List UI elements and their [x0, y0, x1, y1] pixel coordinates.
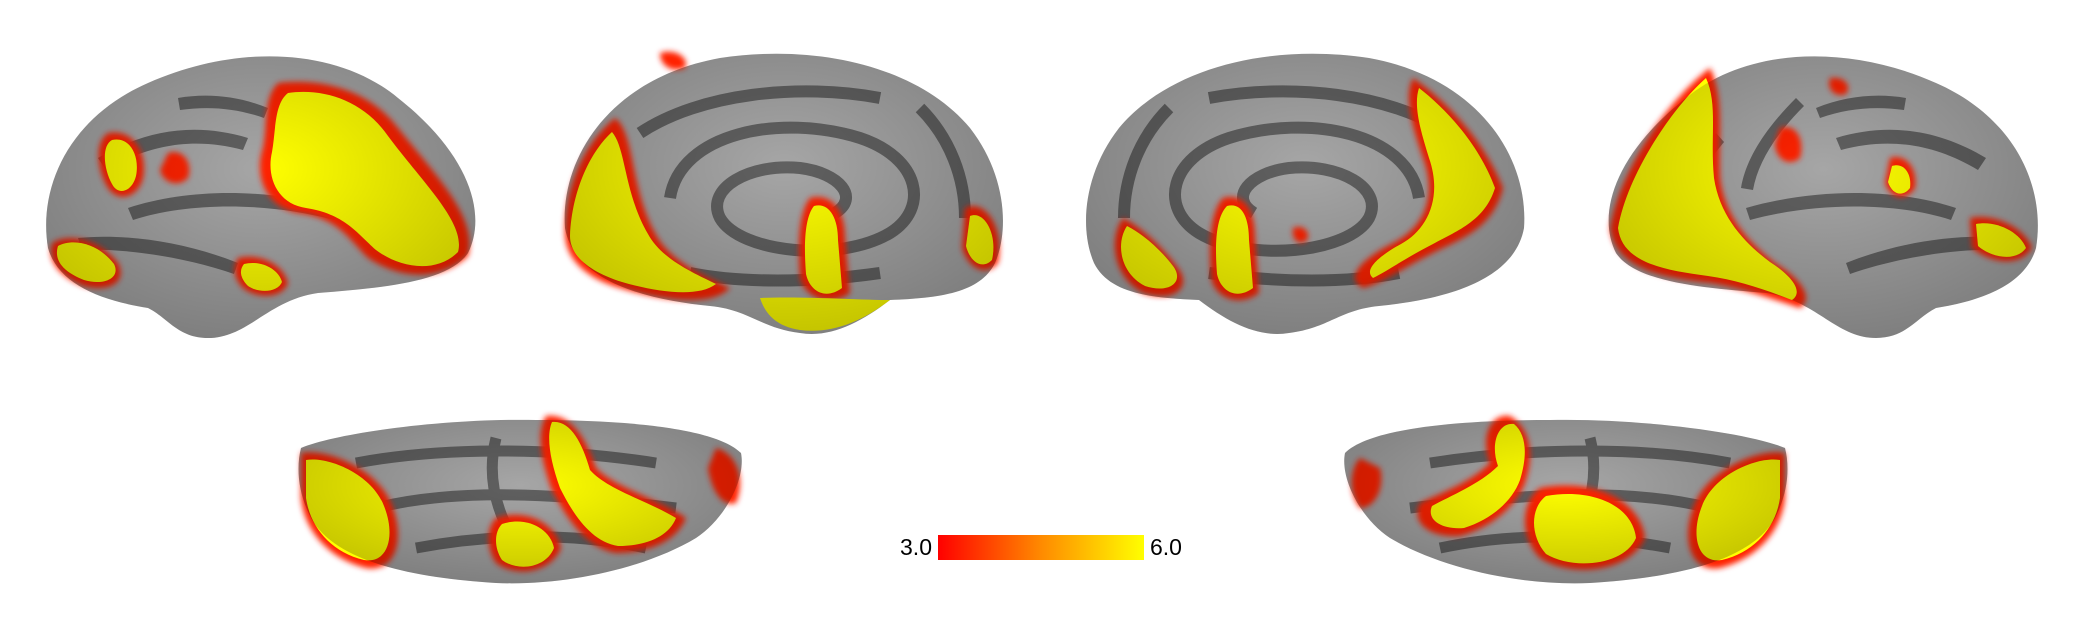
inferior-right-hemisphere-view: [1340, 408, 1790, 588]
medial-right-hemisphere-view: [1083, 38, 1529, 338]
colorbar-gradient: [938, 535, 1144, 560]
medial-right-brain-surface: [1086, 53, 1525, 334]
lateral-left-brain-surface: [46, 56, 476, 338]
colorbar-max-label: 6.0: [1150, 534, 1182, 560]
lateral-left-hemisphere-view: [38, 38, 484, 338]
colorbar: 3.0 6.0: [890, 532, 1210, 562]
lateral-right-hemisphere-view: [1600, 38, 2046, 338]
medial-left-hemisphere-view: [560, 38, 1006, 338]
inferior-left-hemisphere-view: [296, 408, 746, 588]
inferior-left-brain-surface: [298, 415, 742, 584]
inferior-right-brain-surface: [1344, 415, 1788, 584]
colorbar-min-label: 3.0: [900, 534, 932, 560]
lateral-right-brain-surface: [1608, 56, 2038, 338]
medial-left-brain-surface: [564, 51, 1003, 334]
